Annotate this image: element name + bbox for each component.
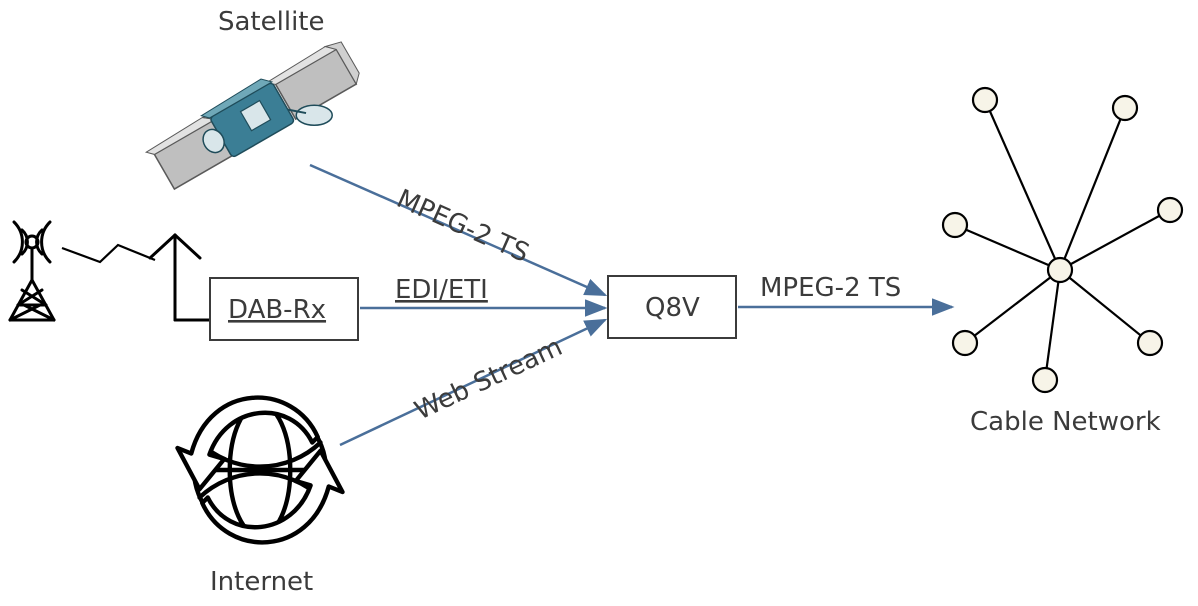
- internet-label: Internet: [210, 567, 313, 597]
- internet-icon: [178, 398, 343, 543]
- dab-rx-label: DAB-Rx: [228, 295, 326, 325]
- antenna-icon: [150, 235, 210, 320]
- edge-dab-q8v-label: EDI/ETI: [395, 275, 488, 305]
- cable-network-label: Cable Network: [970, 407, 1161, 437]
- edge-satellite-q8v-label: MPEG-2 TS: [392, 184, 533, 269]
- edge-internet-q8v-label: Web Stream: [410, 332, 567, 426]
- satellite-icon: [143, 35, 375, 213]
- satellite-label: Satellite: [218, 7, 325, 37]
- radio-link: [62, 245, 155, 262]
- cable-network-icon: [943, 88, 1182, 392]
- tower-icon: [10, 222, 54, 320]
- q8v-label: Q8V: [645, 293, 700, 323]
- edge-q8v-cable-label: MPEG-2 TS: [760, 273, 901, 303]
